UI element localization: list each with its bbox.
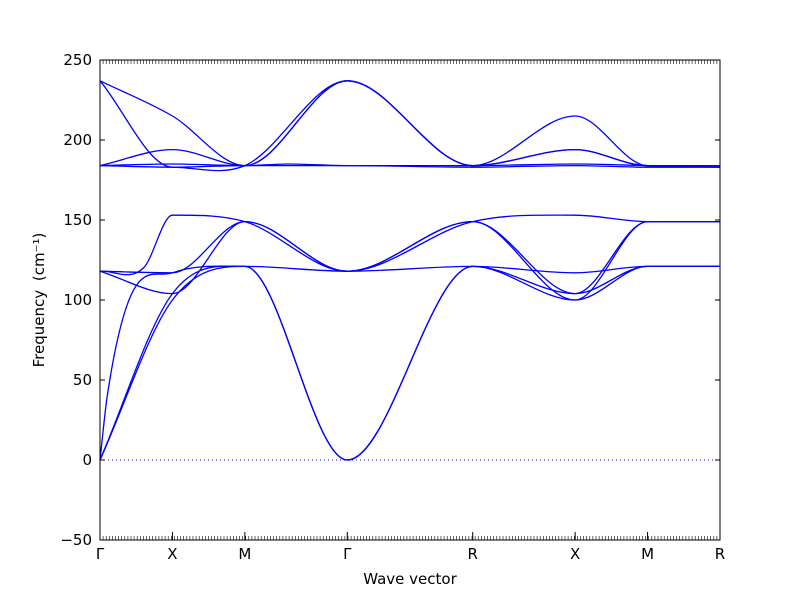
x-tick-label: X — [167, 545, 177, 563]
y-tick-label: 200 — [63, 131, 92, 149]
y-axis-label-group: Frequency (cm⁻¹) — [30, 233, 48, 368]
band-line-11 — [99, 80, 720, 172]
y-axis-label: Frequency (cm⁻¹) — [30, 233, 48, 368]
band-line-4 — [99, 220, 720, 301]
y-tick-label: 100 — [63, 291, 92, 309]
band-line-8 — [99, 163, 721, 168]
x-axis-label: Wave vector — [363, 570, 457, 588]
y-tick-label: 50 — [73, 371, 92, 389]
y-tick-label: 0 — [82, 451, 92, 469]
y-axis-label-unit: (cm⁻¹) — [30, 233, 48, 282]
y-tick-label: −50 — [60, 531, 92, 549]
x-tick-label: M — [238, 545, 251, 563]
band-line-6 — [99, 220, 720, 295]
band-line-7 — [99, 164, 720, 168]
y-axis-label-text: Frequency — [30, 290, 48, 368]
x-tick-label: X — [570, 545, 580, 563]
band-line-3 — [99, 265, 720, 461]
x-tick-label: M — [641, 545, 654, 563]
band-lines — [99, 80, 721, 461]
x-tick-label: Γ — [96, 545, 105, 563]
axis-ticks: −50 0 50 100 150 200 250 Γ X M Γ R X M R — [60, 51, 725, 563]
x-tick-label: R — [715, 545, 725, 563]
x-tick-label: Γ — [343, 545, 352, 563]
y-tick-label: 150 — [63, 211, 92, 229]
y-tick-label: 250 — [63, 51, 92, 69]
band-line-2 — [99, 265, 720, 461]
x-tick-label: R — [468, 545, 478, 563]
band-line-5 — [99, 214, 720, 276]
